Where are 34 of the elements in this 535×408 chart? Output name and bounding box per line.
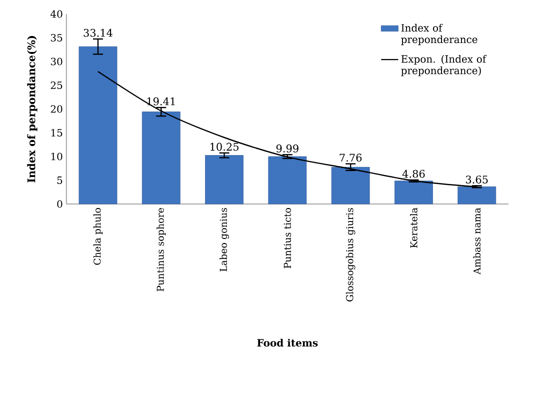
y-tick-label: 15: [51, 128, 62, 137]
data-label: 10.25: [210, 142, 238, 151]
bar: [78, 46, 118, 204]
legend-label: Expon. (Index of preponderance): [401, 54, 487, 76]
y-tick-label: 10: [51, 152, 62, 160]
y-axis-title: Index of perpondance(%): [27, 36, 38, 182]
legend-label: Index of preponderance: [401, 24, 478, 46]
data-label: 33.14: [84, 28, 112, 37]
y-tick-label: 20: [50, 105, 62, 113]
data-label: 9.99: [276, 144, 298, 152]
y-tick-label: 35: [50, 34, 62, 42]
data-label: 19.41: [147, 97, 175, 106]
y-tick-label: 30: [50, 58, 62, 66]
x-tick-label: Keratela: [410, 208, 418, 248]
y-tick-label: 5: [57, 176, 62, 184]
x-tick-label: Chela phulo: [93, 208, 103, 265]
bar: [331, 166, 370, 204]
data-label: 4.86: [402, 170, 425, 178]
data-label: 3.65: [466, 176, 488, 184]
x-tick-label: Puntinus sophore: [156, 208, 166, 292]
x-tick-label: Puntius ticto: [284, 208, 291, 268]
y-tick-label: 0: [57, 200, 62, 208]
bar: [205, 155, 244, 204]
data-label: 7.76: [340, 154, 362, 162]
y-tick-label: 40: [50, 10, 62, 18]
x-tick-label: Glossogobius giuris: [346, 208, 356, 302]
bar: [394, 180, 433, 204]
bar: [268, 156, 307, 204]
bar: [458, 186, 496, 204]
x-axis-title: Food items: [257, 338, 318, 347]
x-tick-label: Ambass nama: [473, 208, 481, 274]
y-tick-label: 25: [50, 81, 62, 90]
bar: [142, 112, 180, 204]
x-tick-label: Labeo gonius: [220, 208, 229, 272]
